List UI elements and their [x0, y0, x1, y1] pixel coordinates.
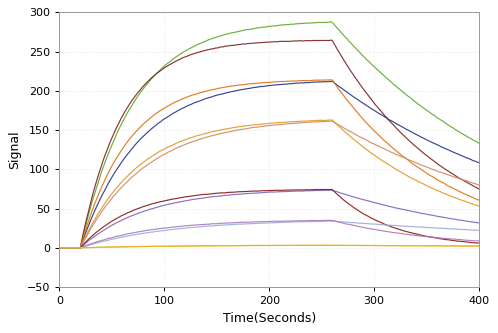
Y-axis label: Signal: Signal [8, 131, 21, 169]
X-axis label: Time(Seconds): Time(Seconds) [223, 312, 316, 325]
